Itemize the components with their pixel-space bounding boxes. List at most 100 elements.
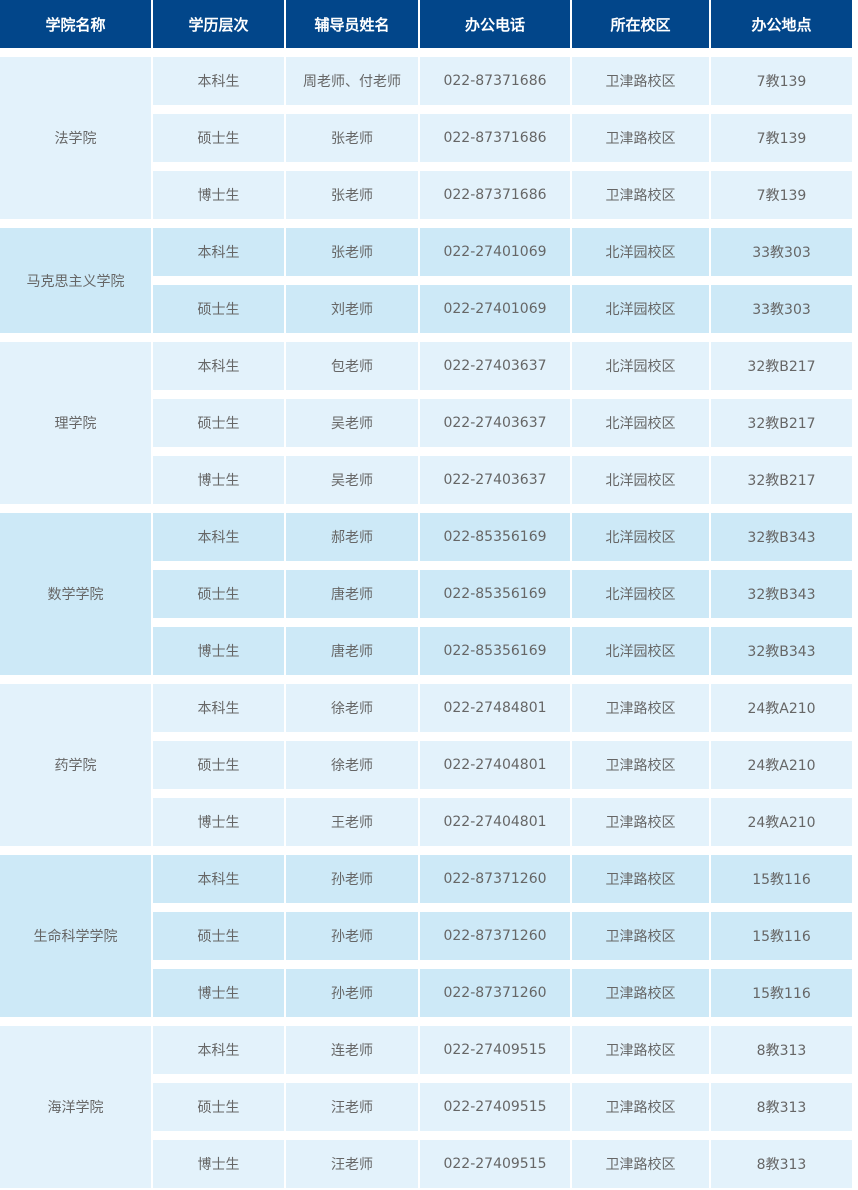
cell-phone: 022-87371686 bbox=[420, 57, 570, 105]
college-name: 生命科学学院 bbox=[0, 855, 151, 1017]
cell-campus: 卫津路校区 bbox=[572, 171, 709, 219]
cell-campus: 北洋园校区 bbox=[572, 513, 709, 561]
cell-campus: 北洋园校区 bbox=[572, 570, 709, 618]
cell-level: 硕士生 bbox=[153, 285, 284, 333]
cell-office: 33教303 bbox=[711, 228, 852, 276]
cell-counselor: 张老师 bbox=[286, 114, 418, 162]
cell-campus: 卫津路校区 bbox=[572, 1140, 709, 1188]
cell-level: 本科生 bbox=[153, 1026, 284, 1074]
cell-level: 博士生 bbox=[153, 456, 284, 504]
cell-campus: 北洋园校区 bbox=[572, 228, 709, 276]
cell-campus: 北洋园校区 bbox=[572, 399, 709, 447]
cell-campus: 卫津路校区 bbox=[572, 969, 709, 1017]
cell-phone: 022-85356169 bbox=[420, 570, 570, 618]
cell-campus: 卫津路校区 bbox=[572, 741, 709, 789]
cell-level: 本科生 bbox=[153, 513, 284, 561]
college-group: 药学院 本科生 徐老师 022-27484801 卫津路校区 24教A210 硕士生 徐老师 0… bbox=[0, 684, 852, 846]
college-group: 数学学院 本科生 郝老师 022-85356169 北洋园校区 32教B343 硕士生 唐老师… bbox=[0, 513, 852, 675]
cell-campus: 卫津路校区 bbox=[572, 114, 709, 162]
column-header: 学历层次 bbox=[153, 0, 284, 48]
cell-phone: 022-27403637 bbox=[420, 342, 570, 390]
cell-phone: 022-87371260 bbox=[420, 855, 570, 903]
cell-counselor: 吴老师 bbox=[286, 456, 418, 504]
cell-office: 32教B217 bbox=[711, 399, 852, 447]
cell-office: 32教B217 bbox=[711, 456, 852, 504]
cell-phone: 022-27401069 bbox=[420, 285, 570, 333]
cell-level: 硕士生 bbox=[153, 399, 284, 447]
cell-level: 本科生 bbox=[153, 855, 284, 903]
cell-counselor: 孙老师 bbox=[286, 912, 418, 960]
cell-counselor: 张老师 bbox=[286, 228, 418, 276]
college-name: 理学院 bbox=[0, 342, 151, 504]
cell-office: 24教A210 bbox=[711, 798, 852, 846]
cell-office: 32教B343 bbox=[711, 627, 852, 675]
cell-level: 硕士生 bbox=[153, 114, 284, 162]
cell-level: 本科生 bbox=[153, 57, 284, 105]
cell-level: 本科生 bbox=[153, 228, 284, 276]
cell-phone: 022-87371686 bbox=[420, 114, 570, 162]
cell-phone: 022-27484801 bbox=[420, 684, 570, 732]
cell-counselor: 王老师 bbox=[286, 798, 418, 846]
cell-campus: 卫津路校区 bbox=[572, 855, 709, 903]
cell-office: 32教B343 bbox=[711, 513, 852, 561]
cell-level: 博士生 bbox=[153, 627, 284, 675]
cell-phone: 022-27403637 bbox=[420, 399, 570, 447]
cell-level: 本科生 bbox=[153, 684, 284, 732]
cell-office: 24教A210 bbox=[711, 741, 852, 789]
cell-level: 博士生 bbox=[153, 171, 284, 219]
cell-counselor: 孙老师 bbox=[286, 969, 418, 1017]
college-group: 海洋学院 本科生 连老师 022-27409515 卫津路校区 8教313 硕士生 汪老师 02… bbox=[0, 1026, 852, 1188]
cell-office: 24教A210 bbox=[711, 684, 852, 732]
column-header: 办公电话 bbox=[420, 0, 570, 48]
cell-phone: 022-85356169 bbox=[420, 627, 570, 675]
cell-phone: 022-85356169 bbox=[420, 513, 570, 561]
cell-counselor: 周老师、付老师 bbox=[286, 57, 418, 105]
cell-counselor: 吴老师 bbox=[286, 399, 418, 447]
cell-level: 本科生 bbox=[153, 342, 284, 390]
cell-level: 博士生 bbox=[153, 969, 284, 1017]
cell-office: 7教139 bbox=[711, 114, 852, 162]
column-header: 辅导员姓名 bbox=[286, 0, 418, 48]
cell-phone: 022-27409515 bbox=[420, 1026, 570, 1074]
cell-office: 7教139 bbox=[711, 57, 852, 105]
cell-office: 8教313 bbox=[711, 1026, 852, 1074]
cell-counselor: 汪老师 bbox=[286, 1140, 418, 1188]
cell-counselor: 汪老师 bbox=[286, 1083, 418, 1131]
cell-campus: 卫津路校区 bbox=[572, 798, 709, 846]
cell-office: 32教B343 bbox=[711, 570, 852, 618]
cell-counselor: 连老师 bbox=[286, 1026, 418, 1074]
college-name: 法学院 bbox=[0, 57, 151, 219]
cell-campus: 卫津路校区 bbox=[572, 57, 709, 105]
cell-phone: 022-27404801 bbox=[420, 798, 570, 846]
college-group: 马克思主义学院 本科生 张老师 022-27401069 北洋园校区 33教303 硕士生刘… bbox=[0, 228, 852, 333]
cell-level: 博士生 bbox=[153, 1140, 284, 1188]
cell-counselor: 张老师 bbox=[286, 171, 418, 219]
cell-campus: 北洋园校区 bbox=[572, 627, 709, 675]
table-body: 法学院 本科生 周老师、付老师 022-87371686 卫津路校区 7教139 硕士生 张老… bbox=[0, 57, 852, 1188]
cell-phone: 022-87371260 bbox=[420, 912, 570, 960]
cell-phone: 022-27409515 bbox=[420, 1140, 570, 1188]
college-name: 数学学院 bbox=[0, 513, 151, 675]
cell-counselor: 徐老师 bbox=[286, 684, 418, 732]
cell-office: 32教B217 bbox=[711, 342, 852, 390]
cell-phone: 022-87371686 bbox=[420, 171, 570, 219]
cell-counselor: 郝老师 bbox=[286, 513, 418, 561]
cell-counselor: 孙老师 bbox=[286, 855, 418, 903]
cell-counselor: 徐老师 bbox=[286, 741, 418, 789]
cell-campus: 北洋园校区 bbox=[572, 285, 709, 333]
cell-campus: 卫津路校区 bbox=[572, 1083, 709, 1131]
cell-phone: 022-27404801 bbox=[420, 741, 570, 789]
cell-phone: 022-87371260 bbox=[420, 969, 570, 1017]
cell-office: 15教116 bbox=[711, 969, 852, 1017]
cell-level: 博士生 bbox=[153, 798, 284, 846]
cell-campus: 卫津路校区 bbox=[572, 684, 709, 732]
cell-counselor: 包老师 bbox=[286, 342, 418, 390]
cell-campus: 卫津路校区 bbox=[572, 912, 709, 960]
cell-office: 8教313 bbox=[711, 1083, 852, 1131]
cell-phone: 022-27401069 bbox=[420, 228, 570, 276]
cell-level: 硕士生 bbox=[153, 1083, 284, 1131]
cell-phone: 022-27409515 bbox=[420, 1083, 570, 1131]
column-header: 学院名称 bbox=[0, 0, 151, 48]
table-header: 学院名称 学历层次 辅导员姓名 办公电话 所在校区 办公地点 bbox=[0, 0, 852, 48]
